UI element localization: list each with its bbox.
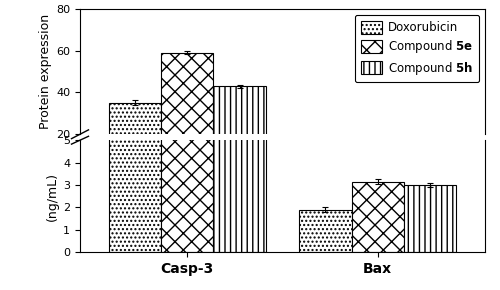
Bar — [214, 86, 266, 176]
Bar — [161, 0, 214, 252]
Bar — [404, 170, 456, 176]
Bar — [299, 172, 352, 176]
Bar — [404, 185, 456, 252]
Bar — [352, 170, 404, 176]
Y-axis label: Protein expression: Protein expression — [39, 14, 52, 129]
Bar — [108, 0, 161, 252]
Bar — [108, 103, 161, 176]
Bar — [352, 182, 404, 252]
Bar — [299, 210, 352, 252]
Bar — [161, 53, 214, 176]
Bar — [214, 0, 266, 252]
Legend: Doxorubicin, Compound $\mathbf{5e}$, Compound $\mathbf{5h}$: Doxorubicin, Compound $\mathbf{5e}$, Com… — [355, 14, 479, 82]
Y-axis label: (ng/mL): (ng/mL) — [46, 172, 59, 221]
